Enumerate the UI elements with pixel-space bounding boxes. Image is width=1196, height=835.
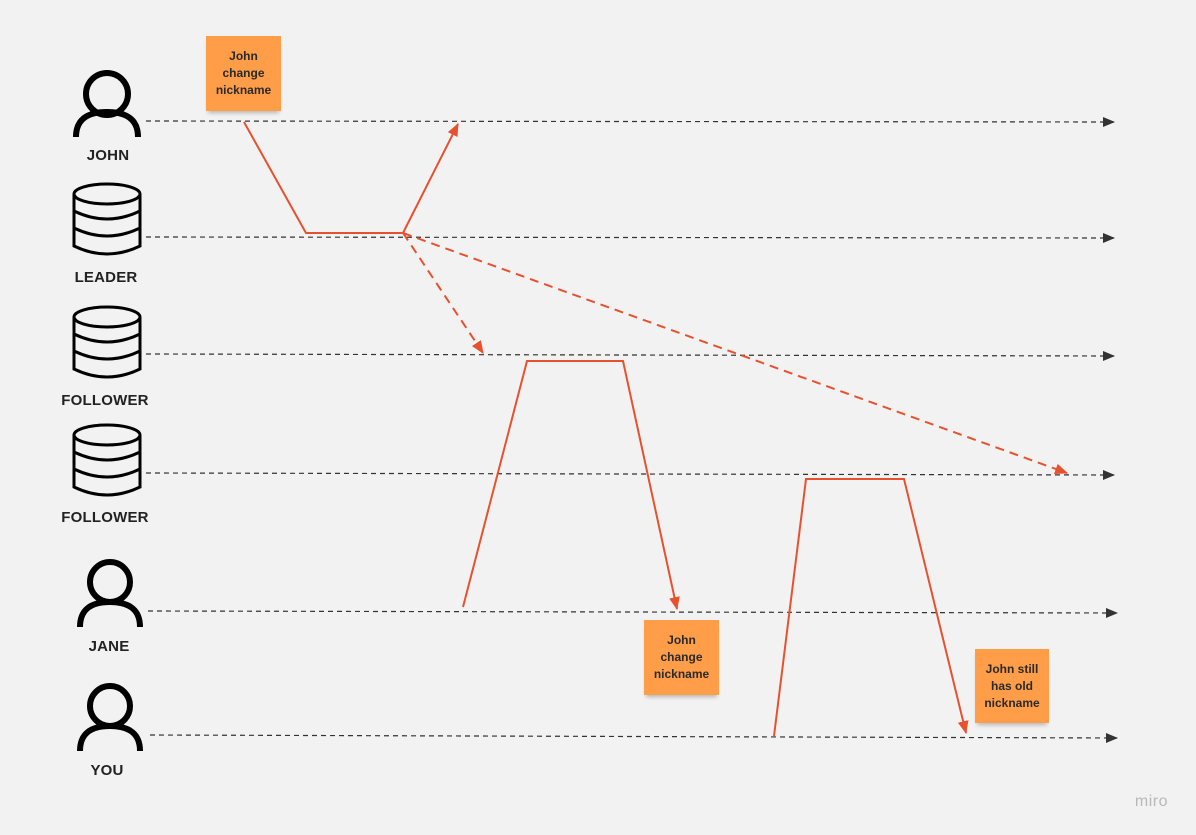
miro-watermark: miro <box>1134 793 1168 810</box>
write-to-leader <box>243 121 459 234</box>
actor-label-jane: JANE <box>88 638 130 655</box>
timeline-you <box>149 732 1118 743</box>
database-icon <box>72 182 142 256</box>
replicate-follower-1 <box>402 232 484 354</box>
actor-label-follower-1: FOLLOWER <box>61 392 149 409</box>
actor-label-you: YOU <box>90 762 124 779</box>
database-icon <box>72 423 142 497</box>
timeline-jane <box>147 607 1118 618</box>
person-icon <box>77 559 143 628</box>
sticky-note-you[interactable]: John still has old nickname <box>975 649 1049 723</box>
person-icon <box>73 70 141 138</box>
flows <box>243 121 1069 737</box>
timeline-follower-2 <box>145 469 1115 480</box>
sticky-note-jane[interactable]: John change nickname <box>644 620 719 695</box>
timeline-john <box>145 116 1115 127</box>
actor-label-leader: LEADER <box>74 269 138 286</box>
database-icon <box>72 305 142 379</box>
you-read <box>773 478 969 737</box>
actor-label-follower-2: FOLLOWER <box>61 509 149 526</box>
jane-read <box>462 360 680 611</box>
sticky-note-john[interactable]: John change nickname <box>206 36 281 111</box>
timeline-follower-1 <box>145 350 1115 361</box>
timeline-leader <box>145 232 1115 243</box>
timelines <box>145 116 1118 743</box>
actor-label-john: JOHN <box>86 147 130 164</box>
person-icon <box>77 683 143 752</box>
replicate-follower-2 <box>402 232 1069 475</box>
